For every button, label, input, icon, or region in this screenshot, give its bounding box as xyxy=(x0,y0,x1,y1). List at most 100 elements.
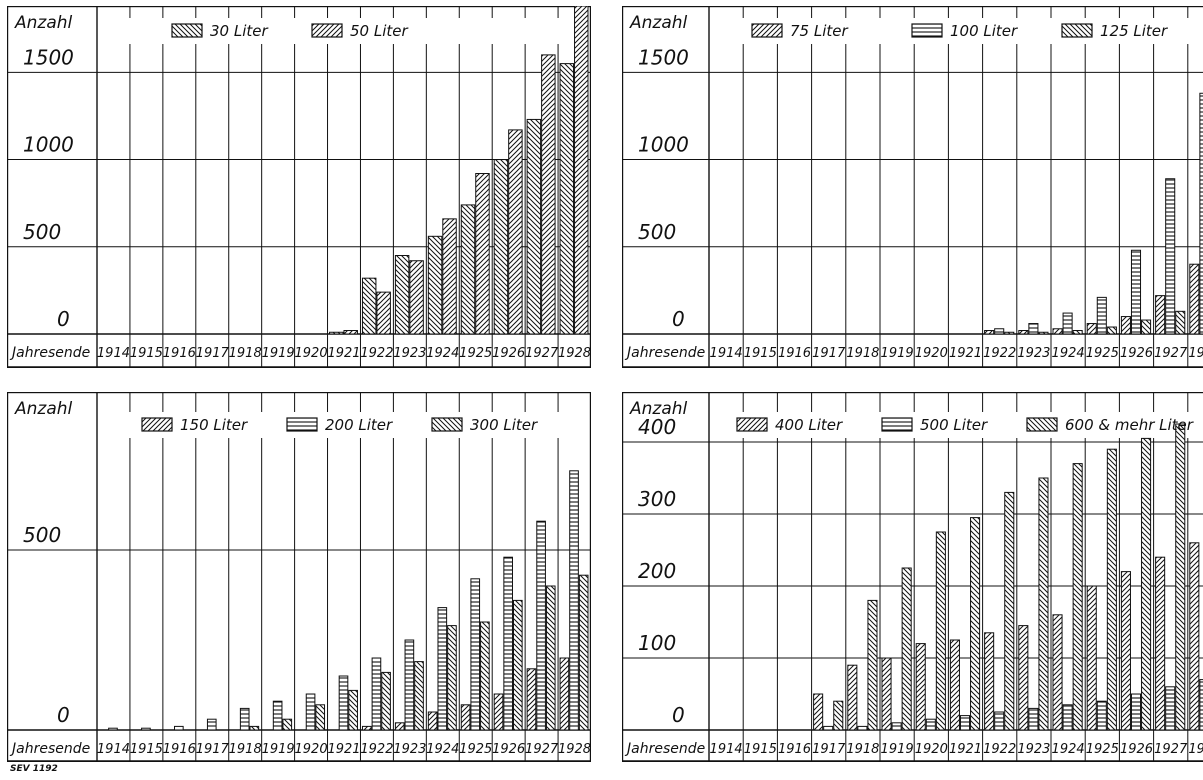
bar-125-liter-1923 xyxy=(1039,332,1048,334)
bar-200-liter-1914 xyxy=(109,728,118,730)
y-tick-0: 0 xyxy=(57,703,70,727)
bar-100-liter-1924 xyxy=(1063,313,1072,334)
x-tick-1922: 1922 xyxy=(983,742,1016,757)
legend-swatch-3 xyxy=(432,418,462,431)
x-tick-1924: 1924 xyxy=(1052,346,1085,361)
x-tick-1915: 1915 xyxy=(130,742,163,757)
y-axis-label: Anzahl xyxy=(629,13,688,33)
bar-200-liter-1926 xyxy=(504,557,513,730)
y-tick-200: 200 xyxy=(638,559,676,583)
legend-label-3: 600 & mehr Liter xyxy=(1065,416,1194,434)
bar-600-mehr-liter-1918 xyxy=(868,600,877,730)
bar-400-liter-1918 xyxy=(848,665,857,730)
x-axis-label: Jahresende xyxy=(624,741,705,757)
y-tick-0: 0 xyxy=(57,307,70,331)
y-tick-1000: 1000 xyxy=(638,133,689,157)
bar-125-liter-1926 xyxy=(1142,320,1151,334)
bar-600-mehr-liter-1923 xyxy=(1039,478,1048,730)
legend-label-1: 75 Liter xyxy=(790,22,848,40)
legend-swatch-2 xyxy=(882,418,912,431)
bar-200-liter-1919 xyxy=(273,701,282,730)
bar-125-liter-1925 xyxy=(1107,327,1116,334)
bar-200-liter-1927 xyxy=(537,521,546,730)
x-axis-label: Jahresende xyxy=(624,345,705,361)
bar-600-mehr-liter-1925 xyxy=(1107,449,1116,730)
bar-500-liter-1924 xyxy=(1063,705,1072,730)
bar-300-liter-1924 xyxy=(448,626,457,730)
bar-125-liter-1927 xyxy=(1176,311,1185,334)
x-tick-1920: 1920 xyxy=(295,742,328,757)
x-tick-1916: 1916 xyxy=(778,346,811,361)
x-tick-1928: 1928 xyxy=(1188,742,1203,757)
legend-swatch-2 xyxy=(912,24,942,37)
bar-100-liter-1925 xyxy=(1097,297,1106,334)
bar-600-mehr-liter-1919 xyxy=(902,568,911,730)
bar-75-liter-1927 xyxy=(1156,296,1165,334)
bar-300-liter-1926 xyxy=(513,600,522,730)
x-tick-1927: 1927 xyxy=(1154,742,1188,757)
bar-200-liter-1918 xyxy=(240,708,249,730)
x-tick-1925: 1925 xyxy=(459,346,492,361)
y-tick-500: 500 xyxy=(23,523,61,547)
x-tick-1918: 1918 xyxy=(229,346,262,361)
bar-400-liter-1922 xyxy=(985,633,994,730)
bar-200-liter-1915 xyxy=(142,728,151,730)
x-tick-1918: 1918 xyxy=(229,742,262,757)
x-tick-1917: 1917 xyxy=(812,742,846,757)
y-tick-1000: 1000 xyxy=(23,133,74,157)
legend-label-1: 400 Liter xyxy=(775,416,843,434)
legend-label-2: 500 Liter xyxy=(920,416,988,434)
x-tick-1924: 1924 xyxy=(1052,742,1085,757)
bar-200-liter-1928 xyxy=(570,471,579,730)
x-tick-1923: 1923 xyxy=(393,742,426,757)
x-tick-1916: 1916 xyxy=(778,742,811,757)
bar-150-liter-1928 xyxy=(560,658,569,730)
x-tick-1924: 1924 xyxy=(426,742,459,757)
x-tick-1926: 1926 xyxy=(1120,346,1153,361)
legend-label-2: 50 Liter xyxy=(350,22,408,40)
bar-200-liter-1916 xyxy=(175,726,184,730)
legend-label-1: 150 Liter xyxy=(180,416,248,434)
x-tick-1928: 1928 xyxy=(558,742,591,757)
chart-panel-4: 400 Liter 500 Liter 600 & mehr LiterAnzahl… xyxy=(622,392,1203,762)
bar-600-mehr-liter-1924 xyxy=(1073,464,1082,730)
x-tick-1927: 1927 xyxy=(525,346,559,361)
x-axis-label: Jahresende xyxy=(9,345,90,361)
x-tick-1915: 1915 xyxy=(744,742,777,757)
bar-200-liter-1924 xyxy=(438,608,447,730)
bar-400-liter-1923 xyxy=(1019,626,1028,730)
x-tick-1921: 1921 xyxy=(949,742,982,757)
x-tick-1926: 1926 xyxy=(1120,742,1153,757)
x-tick-1921: 1921 xyxy=(327,346,360,361)
bar-75-liter-1926 xyxy=(1121,317,1130,334)
x-tick-1922: 1922 xyxy=(360,346,393,361)
bar-100-liter-1927 xyxy=(1166,179,1175,334)
legend-label-2: 100 Liter xyxy=(950,22,1018,40)
x-tick-1928: 1928 xyxy=(558,346,591,361)
legend-swatch-1 xyxy=(142,418,172,431)
x-tick-1925: 1925 xyxy=(459,742,492,757)
bar-500-liter-1917 xyxy=(824,726,833,730)
x-tick-1926: 1926 xyxy=(492,346,525,361)
legend-label-3: 125 Liter xyxy=(1100,22,1168,40)
figure-code: SEV 1192 xyxy=(10,764,58,774)
legend-swatch-2 xyxy=(287,418,317,431)
bar-600-mehr-liter-1921 xyxy=(971,518,980,730)
bar-600-mehr-liter-1917 xyxy=(834,701,843,730)
bar-30-liter-1921 xyxy=(330,332,343,334)
bar-200-liter-1920 xyxy=(306,694,315,730)
legend-swatch-1 xyxy=(172,24,202,37)
x-tick-1920: 1920 xyxy=(915,742,948,757)
bar-500-liter-1920 xyxy=(926,719,935,730)
x-tick-1914: 1914 xyxy=(710,346,743,361)
x-tick-1918: 1918 xyxy=(846,346,879,361)
x-tick-1914: 1914 xyxy=(710,742,743,757)
bar-150-liter-1922 xyxy=(362,726,371,730)
x-axis-label: Jahresende xyxy=(9,741,90,757)
x-tick-1919: 1919 xyxy=(881,742,914,757)
bar-150-liter-1924 xyxy=(428,712,437,730)
legend-swatch-1 xyxy=(737,418,767,431)
chart-panel-3: 150 Liter 200 Liter 300 LiterAnzahl0500Jah… xyxy=(7,392,591,762)
bar-125-liter-1922 xyxy=(1005,332,1014,334)
bar-400-liter-1927 xyxy=(1156,557,1165,730)
